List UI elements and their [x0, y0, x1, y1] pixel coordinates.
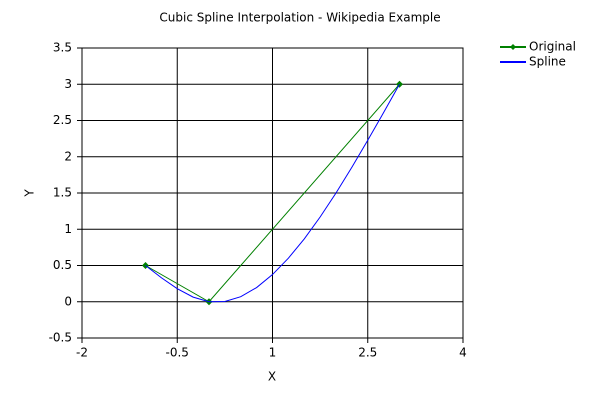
plot-border	[81, 47, 464, 339]
y-axis-label: Y	[23, 189, 37, 198]
x-axis-label: X	[268, 370, 276, 384]
chart-title: Cubic Spline Interpolation - Wikipedia E…	[159, 11, 440, 25]
series-line	[145, 84, 400, 303]
legend-label: Spline	[529, 55, 566, 69]
y-tick-label: 2	[64, 149, 72, 163]
y-tick-label: 1	[64, 222, 72, 236]
x-tick-label: -0.5	[166, 346, 189, 360]
x-tick-label: 1	[269, 346, 277, 360]
y-tick-label: 0.5	[53, 258, 72, 272]
x-tick-label: 4	[459, 346, 467, 360]
y-tick-label: -0.5	[49, 331, 72, 345]
y-tick-label: 3	[64, 77, 72, 91]
y-tick-label: 1.5	[53, 186, 72, 200]
x-tick-label: 2.5	[358, 346, 377, 360]
y-tick-label: 3.5	[53, 41, 72, 55]
y-tick-label: 0	[64, 294, 72, 308]
legend-label: Original	[529, 40, 576, 54]
y-tick-label: 2.5	[53, 113, 72, 127]
legend-marker	[510, 44, 516, 50]
x-tick-label: -2	[76, 346, 88, 360]
